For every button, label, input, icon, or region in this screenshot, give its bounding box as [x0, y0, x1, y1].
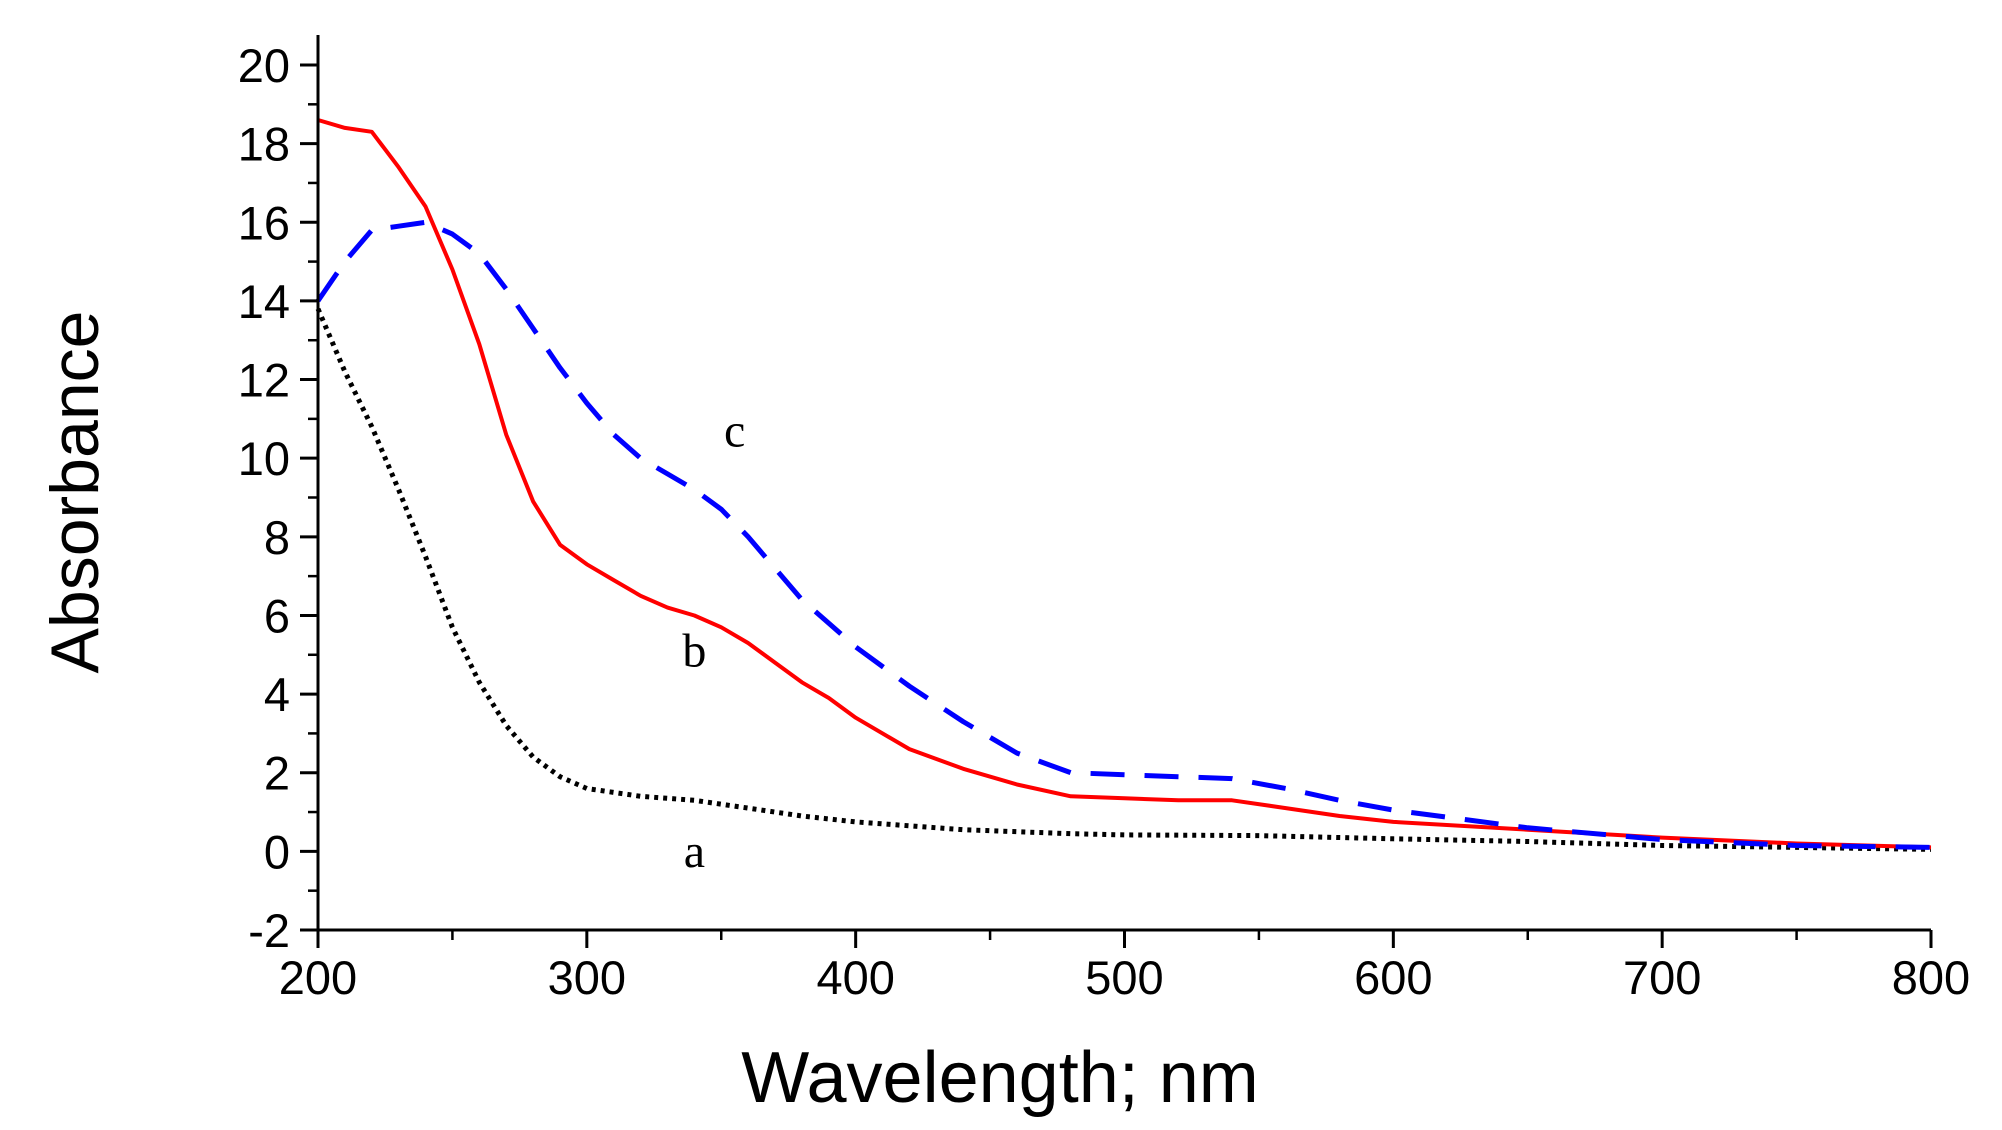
x-axis-title: Wavelength; nm — [741, 1038, 1259, 1118]
series-c-line — [315, 219, 1932, 850]
curve-label-a: a — [684, 825, 705, 878]
y-tick-label: -2 — [248, 904, 290, 957]
x-ticks: 200 300 400 500 600 700 800 — [279, 930, 1970, 1004]
x-tick-label: 800 — [1892, 951, 1970, 1004]
curve-label-c: c — [724, 404, 745, 457]
y-tick-label: 6 — [264, 589, 290, 642]
y-tick-label: 10 — [238, 432, 290, 485]
y-tick-label: 4 — [264, 668, 290, 721]
x-tick-label: 200 — [279, 951, 357, 1004]
y-tick-label: 0 — [264, 825, 290, 878]
y-axis-title: Absorbance — [37, 311, 113, 674]
x-tick-label: 700 — [1623, 951, 1701, 1004]
y-tick-label: 18 — [238, 118, 290, 171]
x-tick-label: 400 — [816, 951, 894, 1004]
y-tick-label: 2 — [264, 747, 290, 800]
curve-labels: a b c — [682, 404, 745, 878]
y-ticks: -2 0 2 4 6 8 10 12 14 16 18 20 — [238, 39, 318, 957]
series-a-line — [315, 307, 1932, 852]
curve-label-b: b — [682, 625, 706, 678]
x-tick-label: 600 — [1354, 951, 1432, 1004]
y-tick-label: 20 — [238, 39, 290, 92]
series-b-line — [317, 118, 1932, 850]
y-tick-label: 14 — [238, 275, 290, 328]
x-tick-label: 300 — [548, 951, 626, 1004]
axes: -2 0 2 4 6 8 10 12 14 16 18 20 200 300 400 500 600 700 80… — [238, 35, 1970, 1004]
x-tick-label: 500 — [1085, 951, 1163, 1004]
series-group — [315, 118, 1932, 852]
y-tick-label: 12 — [238, 354, 290, 407]
plot-area: a b c -2 0 2 4 6 8 10 12 14 16 18 20 200 300 400 500 600 7… — [238, 35, 1970, 1004]
y-tick-label: 8 — [264, 511, 290, 564]
y-tick-label: 16 — [238, 196, 290, 249]
